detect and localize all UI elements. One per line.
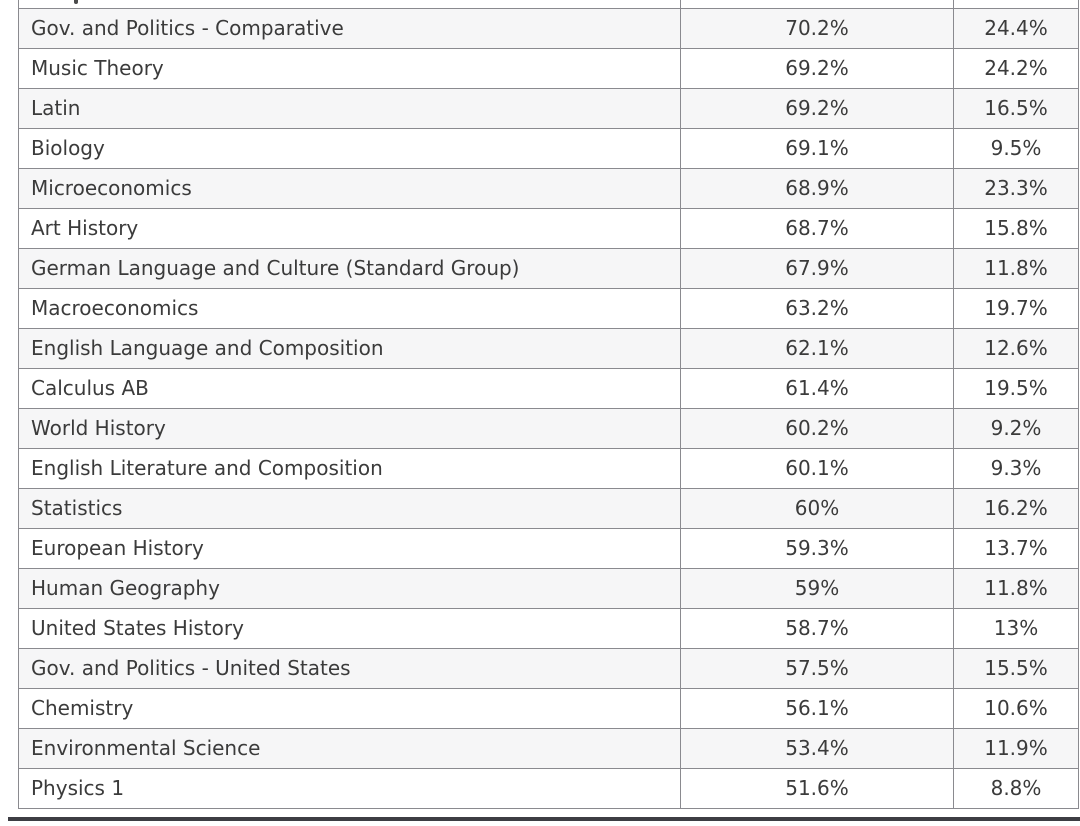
percent-cell: 13% — [953, 607, 1079, 649]
table-bottom-border — [8, 817, 1080, 821]
percent-cell: 12.6% — [953, 327, 1079, 369]
table-row: English Literature and Composition 60.1%… — [18, 447, 1079, 489]
subject-cell: Microeconomics — [18, 167, 681, 209]
ap-scores-table: Gov. and Politics - Comparative 70.2% 24… — [18, 0, 1079, 809]
subject-cell: English Literature and Composition — [18, 447, 681, 489]
table-row: Art History 68.7% 15.8% — [18, 207, 1079, 249]
subject-cell: Environmental Science — [18, 727, 681, 769]
percent-cell: 11.8% — [953, 567, 1079, 609]
percent-cell: 51.6% — [680, 767, 954, 809]
percent-cell: 69.2% — [680, 47, 954, 89]
clipped-glyph-fragment — [74, 0, 78, 4]
percent-cell: 15.8% — [953, 207, 1079, 249]
subject-cell: Calculus AB — [18, 367, 681, 409]
percent-cell: 59.3% — [680, 527, 954, 569]
subject-cell — [18, 0, 681, 9]
subject-cell: Physics 1 — [18, 767, 681, 809]
percent-cell: 68.7% — [680, 207, 954, 249]
percent-cell: 16.5% — [953, 87, 1079, 129]
table-row: Physics 1 51.6% 8.8% — [18, 767, 1079, 809]
table-row: Human Geography 59% 11.8% — [18, 567, 1079, 609]
percent-cell: 11.8% — [953, 247, 1079, 289]
subject-cell: Macroeconomics — [18, 287, 681, 329]
percent-cell — [953, 0, 1079, 9]
percent-cell — [680, 0, 954, 9]
percent-cell: 61.4% — [680, 367, 954, 409]
percent-cell: 57.5% — [680, 647, 954, 689]
table-row: Microeconomics 68.9% 23.3% — [18, 167, 1079, 209]
percent-cell: 63.2% — [680, 287, 954, 329]
subject-cell: Chemistry — [18, 687, 681, 729]
percent-cell: 62.1% — [680, 327, 954, 369]
table-row: Latin 69.2% 16.5% — [18, 87, 1079, 129]
percent-cell: 16.2% — [953, 487, 1079, 529]
percent-cell: 24.4% — [953, 7, 1079, 49]
table-row: Statistics 60% 16.2% — [18, 487, 1079, 529]
table-row: Calculus AB 61.4% 19.5% — [18, 367, 1079, 409]
subject-cell: German Language and Culture (Standard Gr… — [18, 247, 681, 289]
percent-cell: 13.7% — [953, 527, 1079, 569]
subject-cell: Gov. and Politics - Comparative — [18, 7, 681, 49]
percent-cell: 19.5% — [953, 367, 1079, 409]
percent-cell: 60.2% — [680, 407, 954, 449]
percent-cell: 11.9% — [953, 727, 1079, 769]
subject-cell: European History — [18, 527, 681, 569]
table-row: Gov. and Politics - Comparative 70.2% 24… — [18, 7, 1079, 49]
percent-cell: 23.3% — [953, 167, 1079, 209]
subject-cell: World History — [18, 407, 681, 449]
subject-cell: Human Geography — [18, 567, 681, 609]
percent-cell: 9.2% — [953, 407, 1079, 449]
table-row: Macroeconomics 63.2% 19.7% — [18, 287, 1079, 329]
table-row: Gov. and Politics - United States 57.5% … — [18, 647, 1079, 689]
table-row: English Language and Composition 62.1% 1… — [18, 327, 1079, 369]
table-row: Chemistry 56.1% 10.6% — [18, 687, 1079, 729]
table-row: Environmental Science 53.4% 11.9% — [18, 727, 1079, 769]
percent-cell: 10.6% — [953, 687, 1079, 729]
clipped-partial-row — [18, 0, 1079, 9]
percent-cell: 70.2% — [680, 7, 954, 49]
percent-cell: 8.8% — [953, 767, 1079, 809]
percent-cell: 60% — [680, 487, 954, 529]
percent-cell: 69.2% — [680, 87, 954, 129]
table-row: Music Theory 69.2% 24.2% — [18, 47, 1079, 89]
percent-cell: 19.7% — [953, 287, 1079, 329]
table-row: German Language and Culture (Standard Gr… — [18, 247, 1079, 289]
subject-cell: United States History — [18, 607, 681, 649]
percent-cell: 15.5% — [953, 647, 1079, 689]
subject-cell: Latin — [18, 87, 681, 129]
percent-cell: 68.9% — [680, 167, 954, 209]
subject-cell: Biology — [18, 127, 681, 169]
subject-cell: English Language and Composition — [18, 327, 681, 369]
percent-cell: 67.9% — [680, 247, 954, 289]
percent-cell: 56.1% — [680, 687, 954, 729]
percent-cell: 59% — [680, 567, 954, 609]
percent-cell: 69.1% — [680, 127, 954, 169]
percent-cell: 24.2% — [953, 47, 1079, 89]
percent-cell: 53.4% — [680, 727, 954, 769]
table-row: World History 60.2% 9.2% — [18, 407, 1079, 449]
percent-cell: 9.3% — [953, 447, 1079, 489]
subject-cell: Art History — [18, 207, 681, 249]
percent-cell: 58.7% — [680, 607, 954, 649]
percent-cell: 60.1% — [680, 447, 954, 489]
subject-cell: Gov. and Politics - United States — [18, 647, 681, 689]
table-row: European History 59.3% 13.7% — [18, 527, 1079, 569]
subject-cell: Statistics — [18, 487, 681, 529]
table-row: Biology 69.1% 9.5% — [18, 127, 1079, 169]
table-row: United States History 58.7% 13% — [18, 607, 1079, 649]
percent-cell: 9.5% — [953, 127, 1079, 169]
subject-cell: Music Theory — [18, 47, 681, 89]
